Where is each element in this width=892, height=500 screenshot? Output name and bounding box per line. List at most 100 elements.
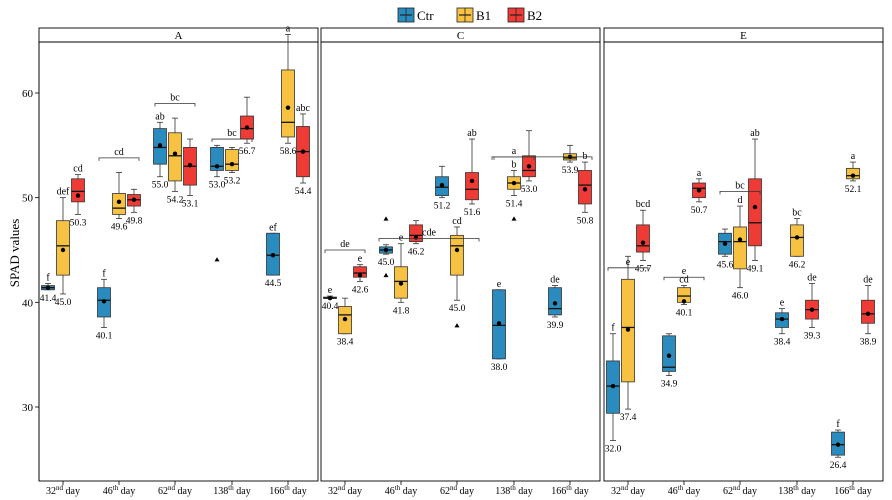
- box-value-label: 50.7: [691, 206, 708, 216]
- box-letter: f: [46, 272, 50, 283]
- box-body: [409, 224, 423, 243]
- box-ctr: 34.9: [661, 333, 678, 390]
- box-body: [168, 132, 182, 182]
- box-value-label: 40.1: [96, 331, 113, 341]
- box-body: [210, 147, 224, 171]
- box-outlier: [383, 272, 389, 278]
- legend: Ctr B1 B2: [397, 7, 542, 23]
- panel-frame: [603, 41, 884, 482]
- box-value-label: 38.0: [491, 363, 508, 373]
- legend-item-b2: B2: [507, 7, 542, 23]
- box-value-label: 37.4: [620, 413, 637, 423]
- bracket-letter: bc: [735, 180, 745, 191]
- box-mean: [327, 295, 333, 301]
- box-letter: e: [780, 298, 785, 309]
- box-letter: d: [738, 195, 743, 206]
- box-b1: 58.6 a: [280, 23, 297, 157]
- box-letter: a: [851, 151, 856, 162]
- x-tick-label: 166th day: [551, 484, 588, 497]
- box-mean: [131, 197, 137, 202]
- bracket-letter: cde: [422, 227, 436, 238]
- box-b2: 50.7 a: [691, 168, 708, 216]
- box-mean: [285, 105, 291, 110]
- box-body: [636, 224, 650, 253]
- y-tick-label: 40: [22, 297, 34, 309]
- box-value-label: 49.1: [747, 264, 764, 274]
- panel-title: A: [175, 30, 183, 42]
- box-mean: [244, 125, 250, 130]
- box-mean: [116, 199, 122, 205]
- box-value-label: 46.2: [789, 260, 806, 270]
- box-b1: 53.9: [562, 144, 579, 176]
- box-letter: cd: [452, 216, 461, 227]
- box-letter: bcd: [636, 199, 650, 210]
- significance-bracket: bc: [154, 92, 196, 107]
- box-value-label: 52.1: [845, 185, 862, 195]
- box-b1: 46.0 d: [732, 195, 749, 302]
- box-value-label: 58.6: [280, 147, 297, 157]
- x-tick-label: 138th day: [495, 484, 532, 497]
- legend-label: Ctr: [417, 8, 434, 23]
- box-mean: [300, 149, 306, 154]
- box-b2: 53.1: [182, 138, 199, 210]
- x-tick-label: 32nd day: [46, 484, 80, 497]
- box-mean: [398, 281, 404, 286]
- box-value-label: 45.0: [378, 258, 395, 268]
- box-body: [450, 234, 464, 276]
- box-mean: [640, 240, 646, 245]
- x-tick-label: 32nd day: [611, 484, 645, 497]
- box-body: [790, 224, 804, 257]
- box-value-label: 56.7: [239, 147, 256, 157]
- panel-frame: [38, 41, 319, 482]
- box-b2: 49.1 ab: [747, 128, 764, 274]
- box-body: [733, 226, 747, 270]
- box-mean: [454, 247, 460, 253]
- y-tick-label: 30: [22, 402, 34, 414]
- box-value-label: 45.7: [635, 264, 652, 274]
- box-b2: 42.6 e: [352, 254, 369, 296]
- bracket-line: [324, 249, 366, 253]
- box-mean: [809, 307, 815, 312]
- box-value-label: 38.9: [860, 338, 877, 348]
- box-mean: [794, 235, 800, 240]
- x-tick-label: 62nd day: [158, 484, 192, 497]
- box-value-label: 41.8: [393, 306, 410, 316]
- box-mean: [779, 316, 785, 322]
- box-body: [281, 69, 295, 138]
- box-letter: ab: [750, 128, 759, 139]
- box-body: [748, 178, 762, 247]
- bracket-letter: e: [626, 257, 631, 268]
- legend-label: B2: [527, 8, 542, 23]
- box-outlier: [214, 257, 220, 262]
- box-letter: ef: [269, 222, 277, 233]
- box-value-label: 54.2: [167, 195, 184, 205]
- box-b1: 37.4: [620, 255, 637, 423]
- box-mean: [413, 235, 419, 240]
- box-value-label: 50.3: [70, 218, 87, 228]
- box-letter: bc: [792, 208, 802, 219]
- box-b2: 38.9 de: [860, 275, 877, 348]
- box-mean: [75, 193, 81, 198]
- box-body: [465, 172, 479, 201]
- box-mean: [439, 182, 445, 188]
- bracket-letter: cd: [114, 147, 123, 158]
- box-ctr: 55.0 ab: [152, 111, 169, 190]
- panel-e: E 32nd day 46th day 62nd day 138th day 166th …: [603, 27, 884, 497]
- box-letter: e: [328, 285, 333, 296]
- significance-bracket: e: [607, 257, 649, 271]
- box-mean: [101, 299, 107, 304]
- box-letter: f: [611, 323, 615, 334]
- box-mean: [157, 143, 163, 148]
- bracket-line: [491, 156, 593, 160]
- box-value-label: 46.2: [408, 248, 425, 258]
- box-letter: e: [497, 279, 502, 290]
- box-value-label: 34.9: [661, 380, 678, 390]
- box-b1: 45.0 def: [55, 187, 72, 308]
- box-mean: [342, 316, 348, 322]
- box-b1: 52.1 a: [845, 151, 862, 195]
- box-value-label: 50.8: [577, 216, 594, 226]
- box-letter: b: [512, 159, 517, 170]
- box-value-label: 55.0: [152, 181, 169, 191]
- y-tick-label: 60: [22, 88, 34, 100]
- box-value-label: 53.1: [182, 200, 199, 210]
